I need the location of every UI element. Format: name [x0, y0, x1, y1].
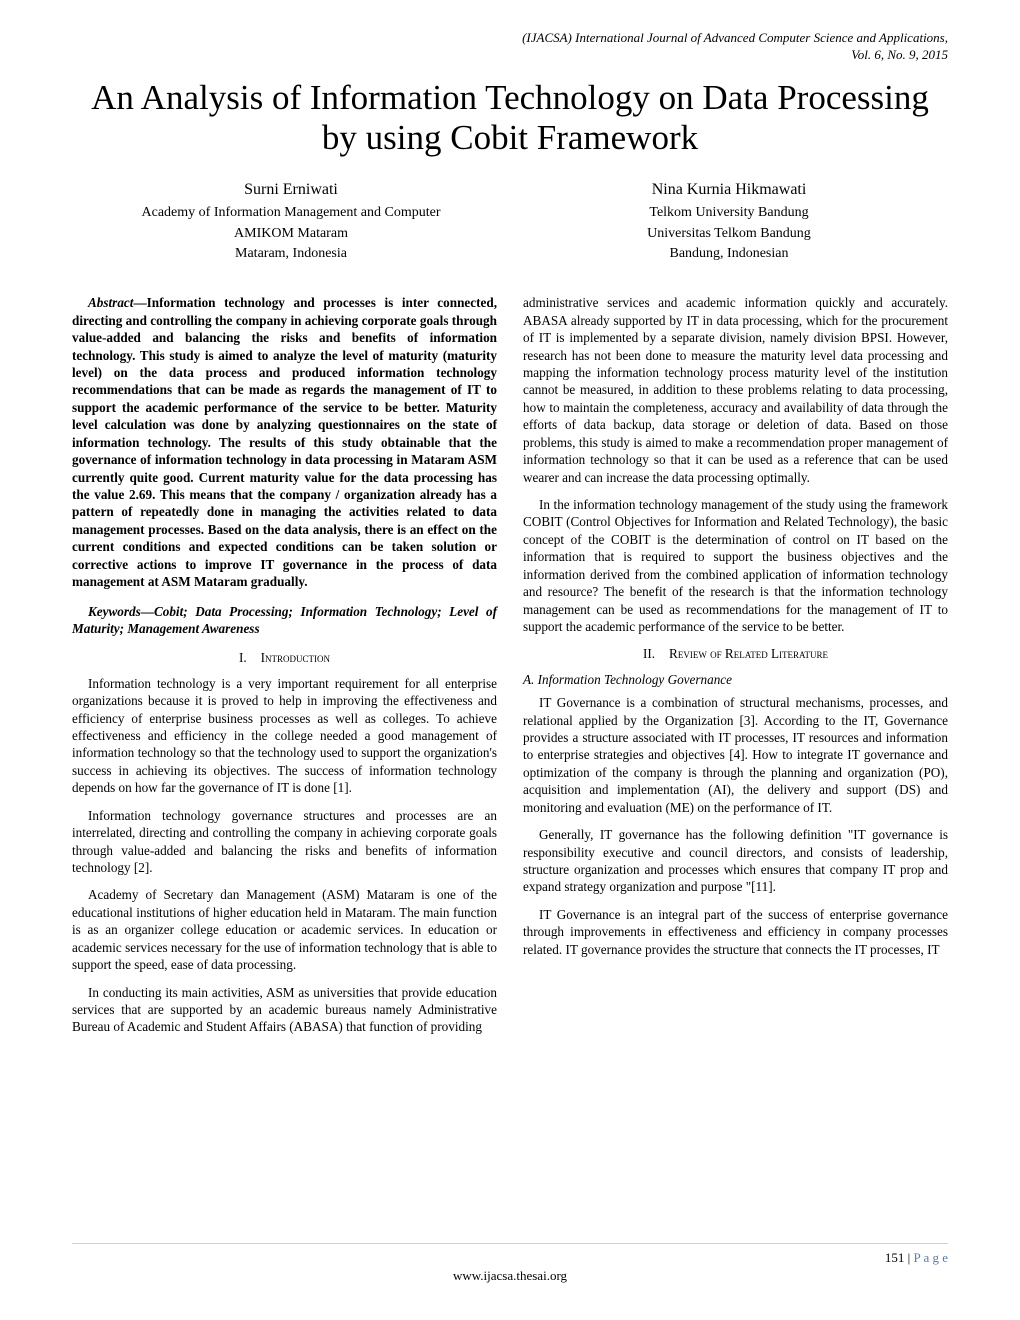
- section-1-heading: I. Introduction: [72, 649, 497, 666]
- abstract-text: —Information technology and processes is…: [72, 295, 497, 589]
- page-number: 151 | P a g e: [72, 1250, 948, 1266]
- section-label: Introduction: [261, 650, 330, 665]
- page-number-value: 151: [885, 1250, 905, 1265]
- paragraph: In the information technology management…: [523, 496, 948, 635]
- journal-line2: Vol. 6, No. 9, 2015: [72, 47, 948, 64]
- author-affiliation: Telkom University Bandung: [510, 203, 948, 223]
- column-right: administrative services and academic inf…: [523, 294, 948, 1045]
- author-name: Surni Erniwati: [72, 178, 510, 201]
- journal-line1: (IJACSA) International Journal of Advanc…: [72, 30, 948, 47]
- footer-rule: [72, 1243, 948, 1244]
- footer: 151 | P a g e www.ijacsa.thesai.org: [72, 1243, 948, 1284]
- section-num: II.: [643, 646, 655, 661]
- abstract-label: Abstract: [88, 295, 133, 310]
- author-block-1: Surni Erniwati Academy of Information Ma…: [72, 178, 510, 264]
- paper-title: An Analysis of Information Technology on…: [72, 78, 948, 159]
- paragraph: IT Governance is an integral part of the…: [523, 906, 948, 958]
- keywords-label: Keywords: [88, 604, 141, 619]
- subsection-a: A. Information Technology Governance: [523, 671, 948, 688]
- paragraph: administrative services and academic inf…: [523, 294, 948, 486]
- abstract: Abstract—Information technology and proc…: [72, 294, 497, 590]
- author-affiliation: AMIKOM Mataram: [72, 224, 510, 244]
- page-word: P a g e: [913, 1250, 948, 1265]
- paragraph: Academy of Secretary dan Management (ASM…: [72, 886, 497, 973]
- author-affiliation: Mataram, Indonesia: [72, 244, 510, 264]
- footer-site: www.ijacsa.thesai.org: [72, 1268, 948, 1284]
- paragraph: Information technology governance struct…: [72, 807, 497, 877]
- author-name: Nina Kurnia Hikmawati: [510, 178, 948, 201]
- paragraph: In conducting its main activities, ASM a…: [72, 984, 497, 1036]
- section-num: I.: [239, 650, 247, 665]
- section-2-heading: II. Review of Related Literature: [523, 645, 948, 662]
- paragraph: Generally, IT governance has the followi…: [523, 826, 948, 896]
- page: (IJACSA) International Journal of Advanc…: [0, 0, 1020, 1320]
- author-block-2: Nina Kurnia Hikmawati Telkom University …: [510, 178, 948, 264]
- journal-header: (IJACSA) International Journal of Advanc…: [72, 30, 948, 64]
- author-affiliation: Academy of Information Management and Co…: [72, 203, 510, 223]
- columns: Abstract—Information technology and proc…: [72, 294, 948, 1045]
- paragraph: Information technology is a very importa…: [72, 675, 497, 797]
- section-label: Review of Related Literature: [669, 646, 828, 661]
- paragraph: IT Governance is a combination of struct…: [523, 694, 948, 816]
- keywords: Keywords—Cobit; Data Processing; Informa…: [72, 603, 497, 638]
- column-left: Abstract—Information technology and proc…: [72, 294, 497, 1045]
- author-affiliation: Universitas Telkom Bandung: [510, 224, 948, 244]
- authors-row: Surni Erniwati Academy of Information Ma…: [72, 178, 948, 264]
- author-affiliation: Bandung, Indonesian: [510, 244, 948, 264]
